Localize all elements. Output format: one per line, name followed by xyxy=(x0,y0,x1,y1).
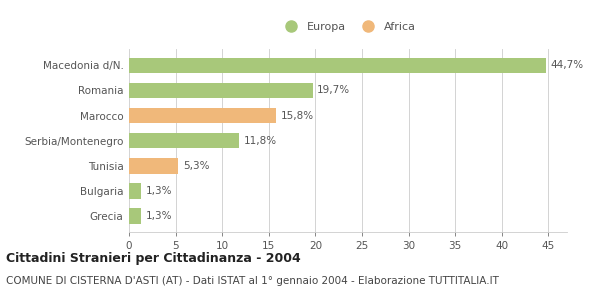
Text: 44,7%: 44,7% xyxy=(550,60,583,70)
Text: 19,7%: 19,7% xyxy=(317,86,350,95)
Text: 1,3%: 1,3% xyxy=(146,186,172,196)
Bar xyxy=(129,83,313,98)
Legend: Europa, Africa: Europa, Africa xyxy=(278,20,418,35)
Text: Cittadini Stranieri per Cittadinanza - 2004: Cittadini Stranieri per Cittadinanza - 2… xyxy=(6,252,301,265)
Bar xyxy=(129,208,141,224)
Bar xyxy=(129,133,239,148)
Bar xyxy=(129,158,178,173)
Bar xyxy=(129,58,545,73)
Bar xyxy=(129,183,141,199)
Text: 15,8%: 15,8% xyxy=(281,110,314,121)
Text: 1,3%: 1,3% xyxy=(146,211,172,221)
Text: 11,8%: 11,8% xyxy=(244,136,277,146)
Text: COMUNE DI CISTERNA D'ASTI (AT) - Dati ISTAT al 1° gennaio 2004 - Elaborazione TU: COMUNE DI CISTERNA D'ASTI (AT) - Dati IS… xyxy=(6,276,499,285)
Text: 5,3%: 5,3% xyxy=(183,161,209,171)
Bar xyxy=(129,108,276,123)
